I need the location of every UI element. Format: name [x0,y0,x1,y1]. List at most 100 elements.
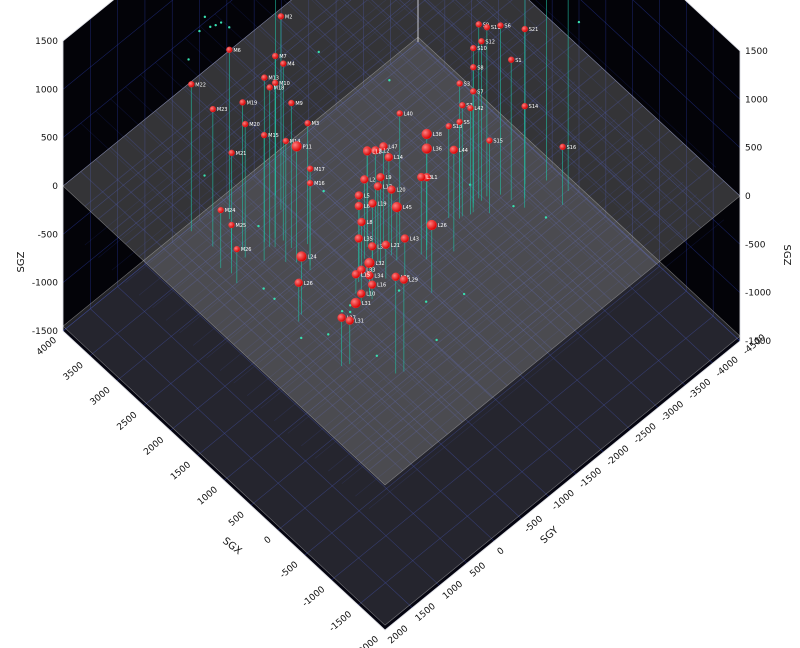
x-tick-label: 3500 [62,360,86,383]
data-point-marker [399,275,409,284]
x-tick-label: 1000 [196,485,220,508]
data-point-label: L21 [391,243,400,249]
data-point-label: M25 [236,223,247,229]
grid-line [328,181,684,472]
grid-line [226,197,550,497]
data-point-marker [282,137,289,145]
data-point-label: L35 [364,236,373,242]
data-point-label: L11 [372,149,381,155]
grid-line [111,0,445,271]
grid-line [95,110,418,411]
grid-line [206,30,562,320]
z-tick-label-left: 1000 [35,85,58,95]
plane-z0 [62,0,741,486]
grid-line [424,0,741,293]
grid-line [138,0,455,257]
data-point-label: S12 [485,39,495,45]
data-point-marker [239,99,246,106]
z-axis-label-left: SGZ [16,251,27,272]
grid-line [84,0,387,246]
background-point [209,25,212,29]
data-point-marker [508,56,515,63]
data-point-label: M19 [247,100,258,106]
data-point-marker [365,271,374,280]
grid-line [62,0,233,138]
data-point-marker [217,206,224,214]
data-point-label: M9 [295,101,303,107]
data-point-marker [188,81,195,88]
data-point-marker [391,201,402,213]
data-point-marker [449,145,458,154]
data-point-label: L31 [362,301,371,307]
data-point-label: M26 [241,247,252,253]
data-point-label: S8 [477,65,483,71]
data-point-label: L24 [308,255,317,261]
grid-line [214,61,538,362]
z-tick-label-left: 1500 [35,37,58,47]
y-axis-label: SGY [539,524,562,546]
grid-line [125,134,448,435]
grid-line [233,93,589,384]
data-point-label: L5 [364,193,370,199]
grid-line [260,80,616,370]
grid-line [395,0,642,229]
z-tick-label-left: -1500 [32,327,58,337]
data-point-label: L39 [377,244,386,250]
data-point-label: M2 [285,14,293,20]
z-tick-label-right: -1000 [745,289,771,299]
background-point [512,204,515,208]
grid-line [155,62,478,362]
grid-line [169,50,493,350]
data-point-label: S7 [477,89,483,95]
grid-line [331,290,687,581]
left-back-pane [63,0,418,331]
data-point-marker [421,128,432,140]
data-point-label: L40 [404,111,413,117]
data-point-label: M15 [268,133,279,139]
data-point-marker [261,74,268,81]
data-point-label: L16 [377,283,386,289]
data-point-label: M3 [312,121,320,127]
grid-line [283,0,582,277]
data-point-marker [296,251,307,262]
grid-line [125,86,448,387]
data-point-label: M21 [236,151,247,157]
data-point-label: L15 [361,272,370,278]
background-point [214,23,217,27]
grid-line [341,194,698,484]
x-tick-label: -1500 [328,610,355,635]
grid-line [117,286,440,586]
grid-line [89,66,446,357]
grid-line [214,13,538,314]
grid-line [390,64,713,364]
background-point [388,79,391,82]
data-point-marker [486,137,493,144]
grid-line [274,131,630,422]
x-tick-label: 1500 [169,460,193,483]
grid-line [339,0,612,253]
grid-line [165,31,522,321]
data-point-marker [226,46,233,53]
data-point-marker [391,272,400,281]
background-point [544,216,548,219]
frame-edge [684,0,741,52]
grid-line [172,241,495,542]
data-point-marker [459,102,466,109]
z-tick-label-left: 500 [41,134,58,144]
data-point-marker [470,64,477,71]
background-points [187,15,581,357]
data-point-marker [294,278,303,287]
z-tick-label-right: 500 [745,144,762,154]
data-point-marker [345,316,354,325]
data-point-label: L43 [410,237,419,243]
data-point-marker [456,80,463,87]
data-point-label: M20 [249,122,260,128]
grid-line [125,0,474,283]
z-tick-label-right: 1500 [745,47,768,57]
grid-line [170,141,526,431]
grid-line [152,18,508,309]
data-point-label: S15 [493,138,503,144]
grid-line [62,41,419,332]
x-tick-label: 4000 [35,335,59,358]
